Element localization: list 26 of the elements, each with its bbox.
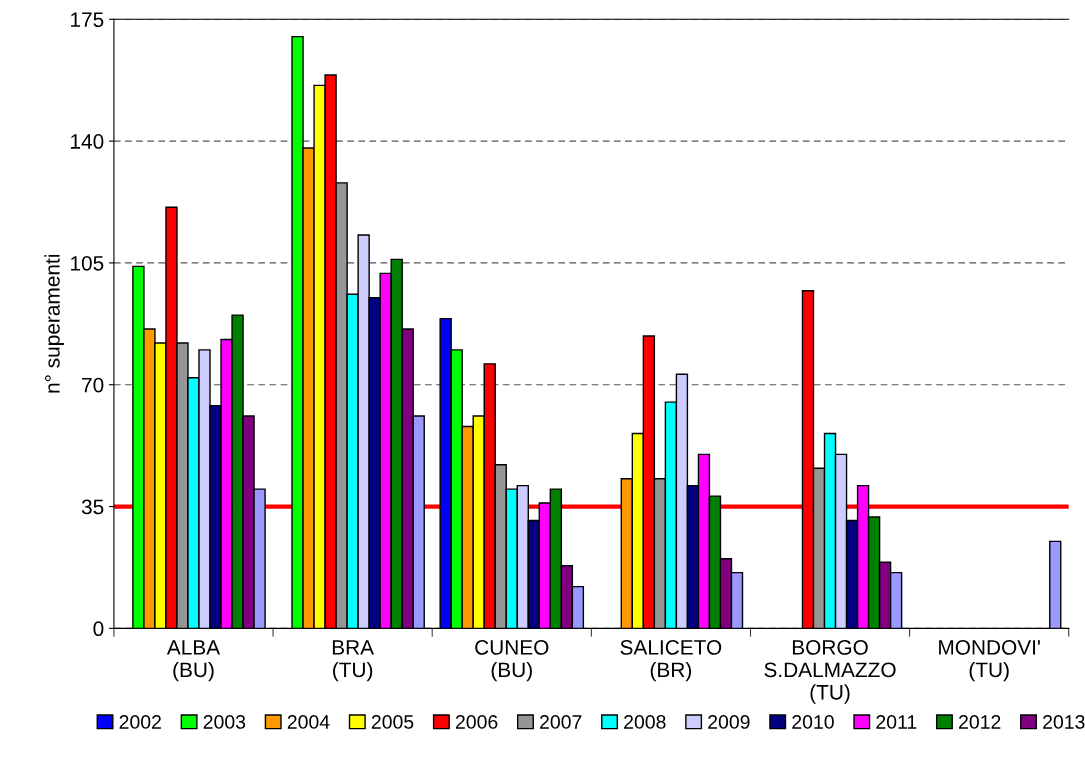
legend-label: 2004 [287, 715, 330, 729]
y-tick-label: 0 [93, 621, 104, 637]
x-tick-label: ALBA (BU) [166, 640, 221, 682]
y-tick-label: 105 [71, 255, 104, 271]
bar [1049, 540, 1062, 629]
y-tick-label: 35 [81, 499, 104, 515]
legend-label: 2007 [540, 715, 582, 729]
legend-label: 2013 [1043, 715, 1085, 729]
legend-label: 2010 [792, 715, 834, 729]
legend-label: 2012 [959, 715, 1001, 729]
y-tick-label: 140 [71, 134, 104, 149]
legend-label: 2008 [624, 715, 666, 729]
x-tick-label: MONDOVI' (TU) [939, 640, 1040, 682]
y-tick-label: 70 [82, 377, 104, 393]
legend-label: 2002 [119, 715, 161, 729]
legend-label: 2011 [876, 715, 917, 729]
x-tick-label: BORGO S.DALMAZZO (TU) [764, 640, 896, 704]
x-tick-label: SALICETO (BR) [620, 640, 722, 682]
legend-label: 2009 [708, 715, 750, 729]
legend-label: 2005 [371, 715, 414, 729]
x-tick-label: BRA (TU) [332, 640, 374, 682]
legend-label: 2003 [203, 715, 246, 729]
x-tick-label: CUNEO (BU) [475, 640, 549, 682]
y-tick-label: 175 [71, 12, 104, 28]
y-axis-title: n° superamenti [44, 255, 64, 393]
legend-label: 2006 [455, 715, 498, 729]
